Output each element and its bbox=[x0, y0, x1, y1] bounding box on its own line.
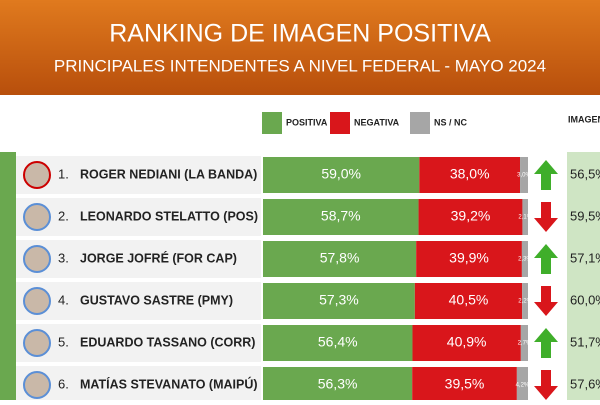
rank: 3. bbox=[58, 250, 69, 265]
bar-segment bbox=[263, 157, 420, 193]
avatar bbox=[23, 371, 51, 399]
bar-segment bbox=[418, 199, 523, 235]
legend-swatch bbox=[262, 112, 282, 134]
value-label: 57,3% bbox=[319, 292, 359, 308]
legend-label: NEGATIVA bbox=[354, 117, 400, 127]
row-background bbox=[16, 156, 261, 194]
bar-segment bbox=[520, 325, 528, 361]
value-label: 56,4% bbox=[318, 334, 358, 350]
value-label: 57,8% bbox=[320, 250, 360, 266]
row-background bbox=[16, 198, 261, 236]
value-label: 58,7% bbox=[321, 208, 361, 224]
avatar bbox=[23, 329, 51, 357]
rank: 1. bbox=[58, 166, 69, 181]
bar-segment bbox=[516, 367, 528, 403]
value-label: 2,1% bbox=[518, 215, 532, 221]
category-label: GUSTAVO SASTRE (PMY) bbox=[80, 293, 233, 307]
value-label: 40,9% bbox=[447, 334, 487, 350]
legend-swatch bbox=[410, 112, 430, 134]
trend-up bbox=[534, 328, 558, 358]
rank: 2. bbox=[58, 208, 69, 223]
chart-subtitle: PRINCIPALES INTENDENTES A NIVEL FEDERAL … bbox=[54, 56, 546, 75]
value-label: 39,2% bbox=[451, 208, 491, 224]
previous-value: 57,6% bbox=[570, 376, 600, 391]
previous-title: IMAGEN POSITIVA MAR/2024 bbox=[568, 114, 600, 124]
avatar bbox=[23, 161, 51, 189]
rank: 6. bbox=[58, 376, 69, 391]
rank: 5. bbox=[58, 334, 69, 349]
trend-up bbox=[534, 244, 558, 274]
value-label: 39,5% bbox=[445, 376, 485, 392]
value-label: 3,0% bbox=[517, 173, 531, 179]
bar-segment bbox=[522, 283, 528, 319]
value-label: 2,3% bbox=[518, 257, 532, 263]
avatar bbox=[23, 287, 51, 315]
category-label: LEONARDO STELATTO (POS) bbox=[80, 209, 258, 223]
bar-segment bbox=[522, 199, 528, 235]
bar-segment bbox=[414, 283, 523, 319]
avatar bbox=[23, 203, 51, 231]
category-label: ROGER NEDIANI (LA BANDA) bbox=[80, 167, 257, 181]
value-label: 2,7% bbox=[518, 341, 532, 347]
value-label: 4,2% bbox=[516, 383, 530, 389]
category-label: MATÍAS STEVANATO (MAIPÚ) bbox=[80, 376, 258, 391]
bar-segment bbox=[263, 283, 415, 319]
bar-segment bbox=[416, 241, 522, 277]
bar-segment bbox=[263, 241, 417, 277]
trend-down bbox=[534, 286, 558, 316]
bar-segment bbox=[412, 367, 517, 403]
bar-segment bbox=[263, 325, 413, 361]
bar-segment bbox=[419, 157, 521, 193]
bar-segment bbox=[520, 157, 528, 193]
category-label: JORGE JOFRÉ (FOR CAP) bbox=[80, 250, 237, 265]
value-label: 2,2% bbox=[518, 299, 532, 305]
bar-segment bbox=[263, 367, 413, 403]
legend-label: NS / NC bbox=[434, 117, 468, 127]
value-label: 59,0% bbox=[321, 166, 361, 182]
side-strip bbox=[0, 152, 16, 400]
previous-value: 57,1% bbox=[570, 250, 600, 265]
trend-up bbox=[534, 160, 558, 190]
trend-down bbox=[534, 370, 558, 400]
row-background bbox=[16, 282, 261, 320]
previous-value: 59,5% bbox=[570, 208, 600, 223]
row-background bbox=[16, 324, 261, 362]
legend-label: POSITIVA bbox=[286, 117, 328, 127]
avatar bbox=[23, 245, 51, 273]
previous-column bbox=[567, 152, 600, 400]
header bbox=[0, 0, 600, 95]
previous-value: 60,0% bbox=[570, 292, 600, 307]
chart-title: RANKING DE IMAGEN POSITIVA bbox=[109, 20, 491, 48]
value-label: 56,3% bbox=[318, 376, 358, 392]
value-label: 38,0% bbox=[450, 166, 490, 182]
category-label: EDUARDO TASSANO (CORR) bbox=[80, 335, 255, 349]
trend-down bbox=[534, 202, 558, 232]
rank: 4. bbox=[58, 292, 69, 307]
bar-segment bbox=[263, 199, 419, 235]
bar-segment bbox=[412, 325, 521, 361]
previous-value: 51,7% bbox=[570, 334, 600, 349]
row-background bbox=[16, 240, 261, 278]
row-background bbox=[16, 366, 261, 404]
value-label: 39,9% bbox=[449, 250, 489, 266]
previous-value: 56,5% bbox=[570, 166, 600, 181]
legend-swatch bbox=[330, 112, 350, 134]
value-label: 40,5% bbox=[449, 292, 489, 308]
bar-segment bbox=[521, 241, 528, 277]
